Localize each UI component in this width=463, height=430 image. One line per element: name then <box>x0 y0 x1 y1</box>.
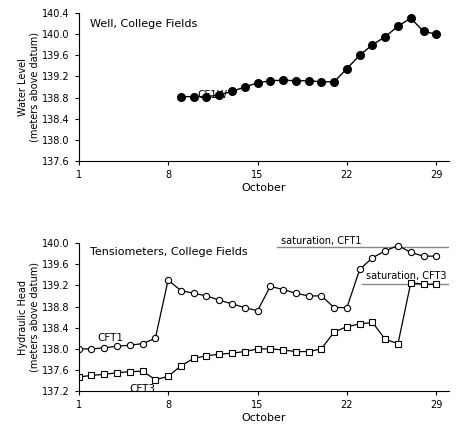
Text: Well, College Fields: Well, College Fields <box>90 19 197 29</box>
Text: CF1W: CF1W <box>198 89 228 99</box>
Y-axis label: Hydraulic Head
(meters above datum): Hydraulic Head (meters above datum) <box>18 262 39 372</box>
Text: saturation, CFT1: saturation, CFT1 <box>281 236 361 246</box>
X-axis label: October: October <box>242 183 286 193</box>
Text: CFT3: CFT3 <box>130 384 156 394</box>
Y-axis label: Water Level
(meters above datum): Water Level (meters above datum) <box>18 32 39 142</box>
Text: saturation, CFT3: saturation, CFT3 <box>366 270 447 280</box>
Text: CFT1: CFT1 <box>98 332 124 343</box>
X-axis label: October: October <box>242 413 286 423</box>
Text: Tensiometers, College Fields: Tensiometers, College Fields <box>90 247 247 258</box>
